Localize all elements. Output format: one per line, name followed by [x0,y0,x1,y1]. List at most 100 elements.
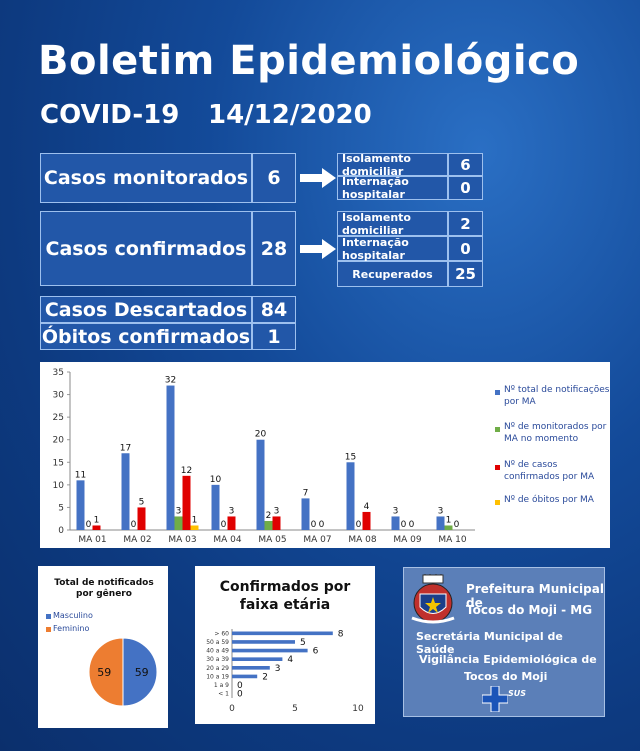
deaths-value: 1 [252,323,296,350]
bar [190,525,199,530]
confirmed-detail-label-0: Isolamento domiciliar [337,211,448,237]
age-chart-title: Confirmados por faixa etária [219,579,351,613]
x-tick-label: MA 05 [258,535,286,545]
age-bar [232,640,295,644]
age-category-label: > 60 [214,630,229,637]
x-tick-label: 5 [292,704,298,714]
institution-line2: Tocos do Moji - MG [466,603,593,617]
age-bar-chart: 8 > 60 5 50 a 59 6 40 a 49 4 30 a 39 3 20 a 29 2 10… [206,629,364,714]
bar-value-label: 10 [210,475,222,485]
bar-value-label: 17 [120,443,131,453]
confirmed-label: Casos confirmados [40,211,252,286]
legend-deaths: Nº de óbitos por MA [504,495,594,505]
monitored-detail-label-0: Isolamento domiciliar [337,152,448,178]
bar [362,511,371,530]
bar-value-label: 3 [229,506,235,516]
x-tick-label: MA 09 [393,535,422,545]
bar-value-label: 0 [401,520,407,530]
age-category-label: < 1 [218,691,229,698]
legend-swatch-confirmed [495,465,500,470]
x-tick-label: MA 03 [168,535,196,545]
pie-title: Total de notificados por gênero [54,578,154,599]
age-bar [232,631,333,636]
bar-value-label: 1 [94,515,100,525]
institution-line4: Vigilância Epidemiológica de [419,653,597,666]
bar-value-label: 0 [319,520,325,530]
pie-legend-female: Feminino [53,624,90,633]
monitored-detail-label-1: Internação hospitalar [337,175,448,201]
bar-value-label: 3 [274,506,280,516]
y-tick-label: 30 [53,391,65,401]
bar-value-label: 5 [139,497,145,507]
bar-value-label: 2 [266,511,272,521]
bar [436,516,445,530]
bar [256,439,265,530]
institution-line3: Secretária Municipal de Saúde [416,630,563,656]
bar-value-label: 0 [86,520,92,530]
x-tick-label: MA 01 [78,535,106,545]
institution-line1: Prefeitura Municipal de [466,582,604,610]
age-category-label: 50 a 59 [206,639,229,646]
legend-confirmed: Nº de casos confirmados por MA [504,460,595,482]
age-bar-value-label: 6 [313,647,319,657]
x-tick-label: MA 10 [438,535,467,545]
bar-value-label: 20 [255,430,267,440]
confirmed-detail-label-2: Recuperados [337,261,448,287]
age-bar-value-label: 8 [338,629,344,639]
bar-value-label: 11 [75,470,86,480]
age-bar [232,674,258,679]
bar [182,475,191,530]
age-bar-value-label: 3 [275,664,281,674]
notifications-chart-panel: 0 5 10 15 20 25 30 35 11 0 1 MA 01 17 0 5 MA 02 32 3 12 1 MA… [40,362,610,548]
bar-value-label: 0 [221,520,227,530]
y-tick-label: 20 [53,436,65,446]
bar-value-label: 0 [311,520,317,530]
subtitle-date: 14/12/2020 [208,100,372,130]
bar-value-label: 0 [131,520,137,530]
arrow-right-icon [300,239,336,259]
bar-value-label: 4 [364,502,370,512]
bar-value-label: 1 [446,515,452,525]
bar [174,516,183,530]
deaths-label: Óbitos confirmados [40,323,252,350]
bar [227,516,236,530]
bar-value-label: 32 [165,376,176,386]
confirmed-detail-value-2: 25 [448,261,483,287]
confirmed-detail-value-0: 2 [448,211,483,236]
age-bar-value-label: 4 [287,655,293,665]
bar [121,453,130,530]
discarded-label: Casos Descartados [40,296,252,323]
gender-pie-panel: Total de notificados por gênero Masculin… [38,566,168,728]
bar-value-label: 12 [181,466,192,476]
age-bar-value-label: 2 [262,672,268,682]
age-bar-value-label: 5 [300,638,306,648]
age-category-label: 20 a 29 [206,665,229,672]
discarded-value: 84 [252,296,296,323]
bar [211,484,220,530]
y-tick-label: 0 [58,526,64,536]
bar-value-label: 3 [438,506,444,516]
y-tick-label: 5 [58,503,64,513]
y-tick-label: 35 [53,368,64,378]
bar-value-label: 7 [303,488,309,498]
legend-swatch-total [495,390,500,395]
monitored-detail-value-0: 6 [448,153,483,176]
arrow-right-icon [300,168,336,188]
age-category-label: 30 a 39 [206,656,229,663]
monitored-detail-value-1: 0 [448,176,483,200]
bar [301,498,310,530]
legend-monitored: Nº de monitorados por MA no momento [504,422,607,444]
legend-total: Nº total de notificações por MA [504,385,610,407]
city-coat-of-arms-icon [411,574,455,624]
bar [76,480,85,530]
monitored-value: 6 [252,153,296,203]
bar-value-label: 0 [454,520,460,530]
x-tick-label: 0 [229,704,235,714]
monitored-label: Casos monitorados [40,153,252,203]
bar [166,385,175,530]
x-tick-label: 10 [352,704,364,714]
bar [391,516,400,530]
legend-swatch-monitored [495,427,500,432]
age-chart-panel: Confirmados por faixa etária 8 > 60 5 50 a … [195,566,375,724]
bar [444,525,453,530]
